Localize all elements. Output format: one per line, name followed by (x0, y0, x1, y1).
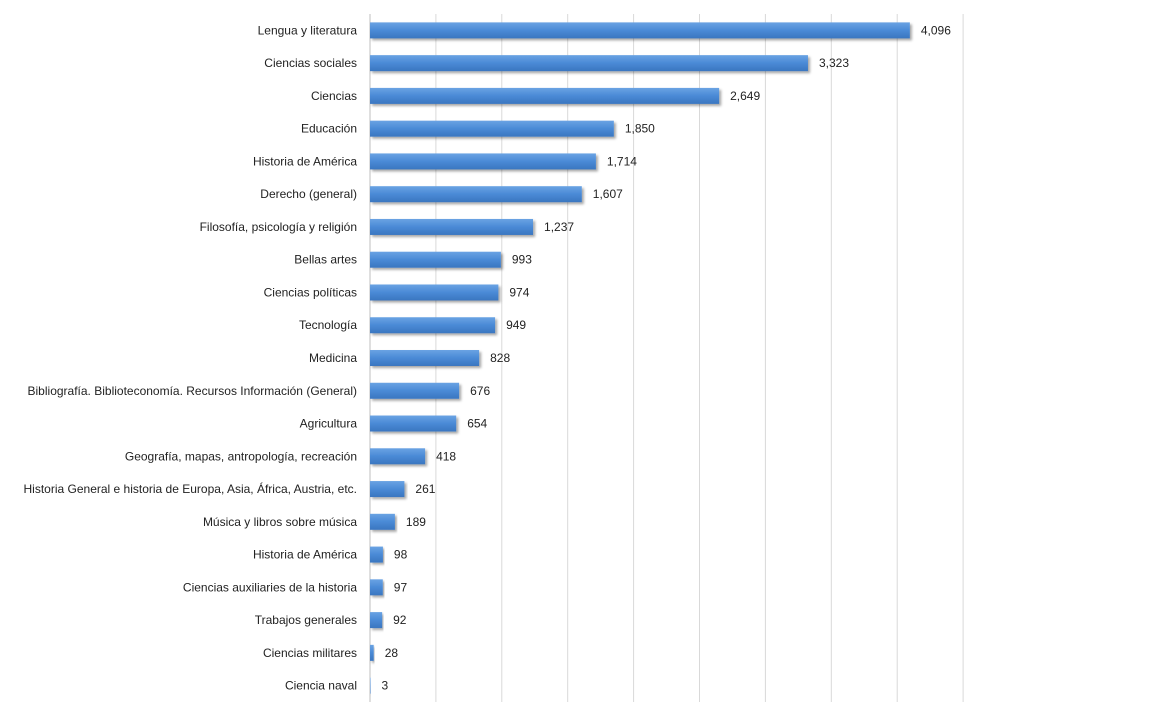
bar (370, 513, 395, 530)
category-label: Ciencias auxiliaries de la historia (183, 580, 357, 594)
bar (370, 612, 383, 629)
bar (370, 153, 596, 170)
category-label: Derecho (general) (260, 187, 357, 201)
bar (370, 579, 383, 596)
bar (370, 120, 614, 137)
bar (370, 186, 582, 203)
data-label: 3,323 (819, 56, 849, 70)
bar (370, 251, 501, 268)
data-label: 676 (470, 384, 490, 398)
category-label: Medicina (309, 351, 357, 365)
bars (370, 22, 910, 694)
data-label: 189 (406, 515, 426, 529)
category-label: Ciencias sociales (264, 56, 357, 70)
data-label: 4,096 (921, 23, 951, 37)
data-label: 1,714 (607, 154, 637, 168)
data-label: 949 (506, 318, 526, 332)
category-label: Ciencia naval (285, 679, 357, 693)
bar (370, 415, 457, 432)
bar (370, 284, 499, 301)
bar (370, 382, 460, 399)
data-label: 2,649 (730, 89, 760, 103)
data-label: 1,237 (544, 220, 574, 234)
category-label: Bibliografía. Biblioteconomía. Recursos … (28, 384, 357, 398)
data-label: 98 (394, 548, 408, 562)
bar (370, 448, 426, 465)
data-label: 97 (394, 580, 408, 594)
data-label: 654 (467, 417, 487, 431)
data-label: 418 (436, 449, 456, 463)
category-label: Bellas artes (294, 253, 357, 267)
category-label: Lengua y literatura (258, 23, 358, 37)
bar (370, 546, 383, 563)
category-label: Música y libros sobre música (203, 515, 357, 529)
gridlines (435, 14, 964, 702)
category-label: Ciencias políticas (264, 285, 357, 299)
data-label: 3 (382, 679, 389, 693)
data-labels: 4,096 3,323 2,649 1,850 1,714 1,607 1,237 993 97… (382, 23, 952, 692)
category-labels: Lengua y literatura Ciencias sociales Cien… (24, 23, 358, 692)
category-label: Historia General e historia de Europa, A… (24, 481, 358, 496)
bar (370, 55, 808, 72)
data-label: 974 (509, 285, 529, 299)
bar (370, 481, 405, 498)
category-label: Filosofía, psicología y religión (200, 220, 357, 234)
bar (370, 677, 371, 694)
data-label: 92 (393, 613, 407, 627)
data-label: 1,850 (625, 122, 655, 136)
category-label: Historia de América (253, 154, 357, 168)
category-label: Trabajos generales (255, 613, 357, 627)
category-label: Geografía, mapas, antropología, recreaci… (125, 449, 357, 463)
bar (370, 22, 910, 39)
category-label: Ciencias (311, 89, 357, 103)
bar (370, 87, 720, 104)
category-label: Ciencias militares (263, 646, 357, 660)
category-label: Historia de América (253, 548, 357, 562)
category-label: Tecnología (299, 318, 357, 332)
bar (370, 644, 374, 661)
bar (370, 350, 480, 366)
data-label: 261 (415, 482, 435, 496)
data-label: 1,607 (593, 187, 623, 201)
data-label: 28 (385, 646, 399, 660)
data-label: 993 (512, 253, 532, 267)
category-label: Educación (301, 122, 357, 136)
category-label: Agricultura (300, 417, 358, 431)
bar (370, 218, 534, 235)
bar (370, 317, 496, 334)
data-label: 828 (490, 351, 510, 365)
